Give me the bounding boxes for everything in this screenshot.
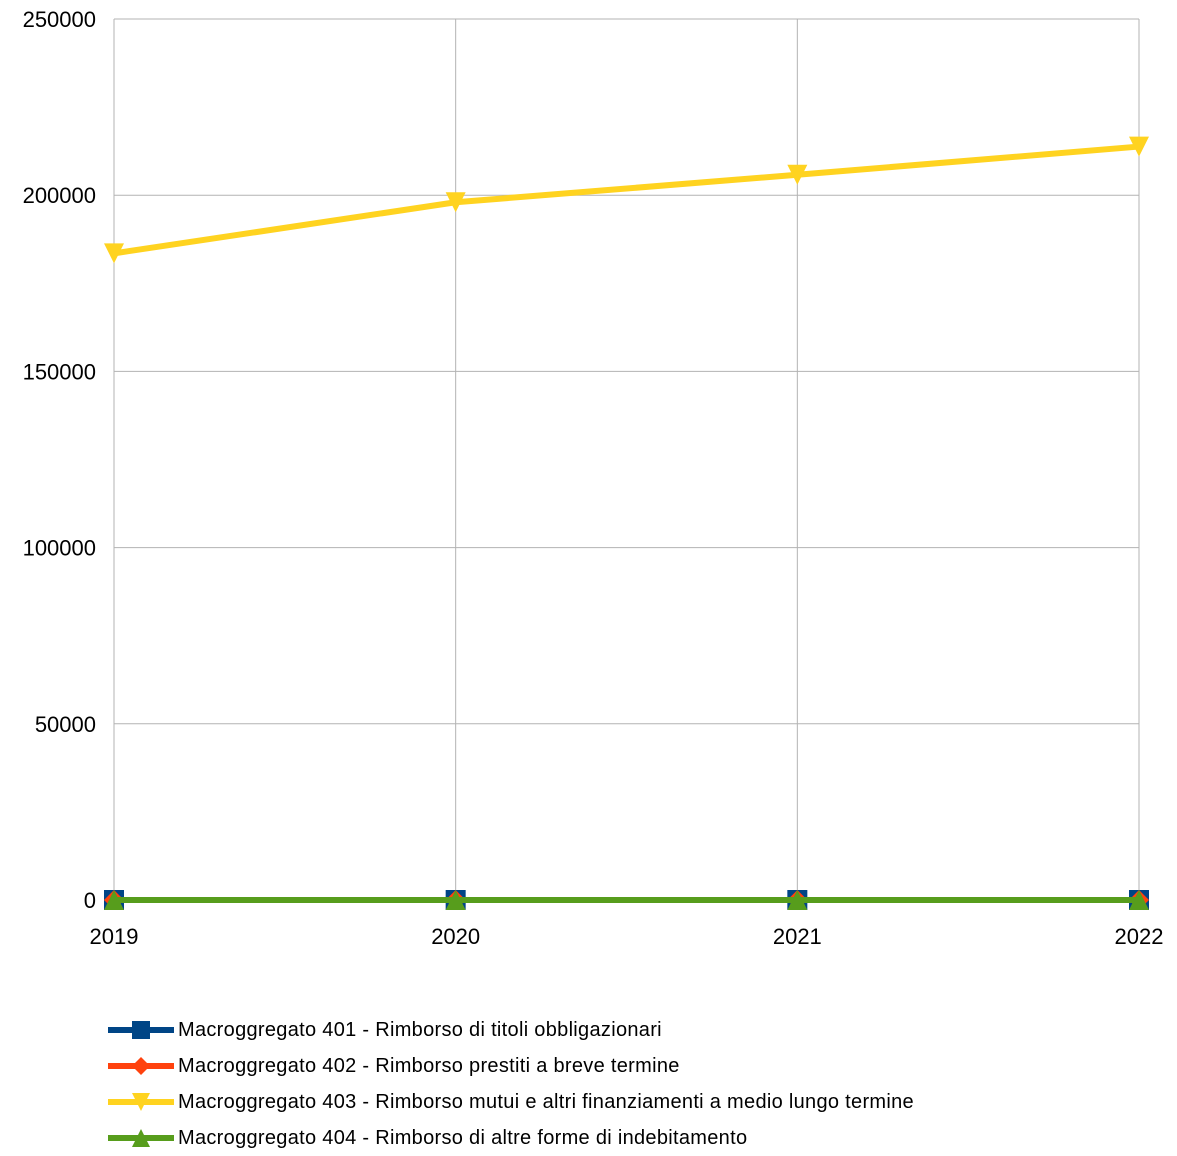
legend: Macroggregato 401 - Rimborso di titoli o… — [108, 1012, 914, 1156]
legend-swatch — [108, 1057, 174, 1075]
legend-swatch — [108, 1093, 174, 1111]
data-point-marker — [445, 192, 466, 213]
data-point-marker — [104, 890, 124, 910]
x-tick-label: 2021 — [773, 924, 822, 949]
gridlines — [113, 18, 1140, 901]
series-line — [113, 143, 1140, 257]
series-3 — [104, 136, 1149, 264]
legend-swatch — [108, 1129, 174, 1147]
y-tick-label: 100000 — [23, 536, 96, 561]
legend-swatch — [108, 1021, 174, 1039]
legend-label: Macroggregato 401 - Rimborso di titoli o… — [178, 1018, 662, 1041]
legend-label: Macroggregato 403 - Rimborso mutui e alt… — [178, 1090, 914, 1113]
data-point-marker — [1129, 890, 1149, 910]
data-point-marker — [104, 243, 124, 264]
y-axis-tick-labels: 0 50000 100000 150000 200000 250000 — [23, 7, 96, 913]
y-tick-label: 250000 — [23, 7, 96, 32]
x-tick-label: 2020 — [431, 924, 480, 949]
series-4 — [104, 890, 1149, 910]
y-tick-label: 200000 — [23, 183, 96, 208]
legend-label: Macroggregato 402 - Rimborso prestiti a … — [178, 1054, 680, 1077]
x-axis-tick-labels: 2019 2020 2021 2022 — [90, 924, 1164, 949]
x-tick-label: 2019 — [90, 924, 139, 949]
legend-item: Macroggregato 401 - Rimborso di titoli o… — [108, 1012, 914, 1048]
data-point-marker — [445, 890, 466, 910]
y-tick-label: 150000 — [23, 359, 96, 384]
y-tick-label: 0 — [84, 888, 96, 913]
legend-item: Macroggregato 402 - Rimborso prestiti a … — [108, 1048, 914, 1084]
data-point-marker — [132, 1057, 150, 1075]
data-point-marker — [132, 1021, 150, 1039]
series-lines — [104, 136, 1149, 910]
data-point-marker — [787, 890, 808, 910]
x-tick-label: 2022 — [1115, 924, 1164, 949]
data-point-marker — [1129, 136, 1149, 157]
legend-item: Macroggregato 403 - Rimborso mutui e alt… — [108, 1084, 914, 1120]
legend-label: Macroggregato 404 - Rimborso di altre fo… — [178, 1126, 748, 1149]
data-point-marker — [787, 164, 808, 185]
y-tick-label: 50000 — [35, 712, 96, 737]
data-point-marker — [132, 1093, 150, 1111]
legend-item: Macroggregato 404 - Rimborso di altre fo… — [108, 1120, 914, 1156]
